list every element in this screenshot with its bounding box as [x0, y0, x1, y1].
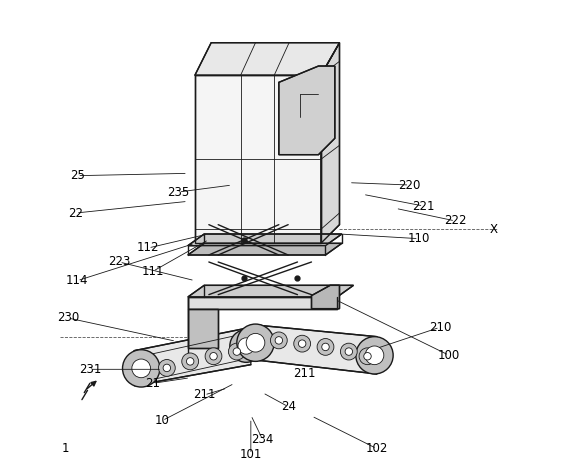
Circle shape [270, 332, 287, 349]
Text: 114: 114 [66, 274, 88, 287]
Circle shape [365, 346, 384, 365]
Text: 221: 221 [412, 199, 435, 212]
Text: 230: 230 [57, 312, 79, 324]
Text: 25: 25 [70, 169, 84, 182]
Polygon shape [195, 43, 340, 75]
Circle shape [205, 348, 222, 365]
Circle shape [187, 358, 194, 365]
Circle shape [237, 324, 274, 361]
Circle shape [182, 353, 198, 370]
Circle shape [246, 333, 265, 352]
Text: 21: 21 [145, 377, 160, 390]
Polygon shape [321, 43, 340, 243]
Text: 231: 231 [79, 363, 101, 376]
Circle shape [229, 343, 246, 360]
Text: 101: 101 [240, 448, 262, 461]
Text: 223: 223 [108, 256, 130, 269]
Polygon shape [195, 75, 321, 243]
Circle shape [298, 340, 306, 347]
Polygon shape [188, 285, 353, 297]
Text: 111: 111 [142, 265, 164, 278]
Text: 234: 234 [251, 433, 274, 446]
Circle shape [364, 352, 371, 360]
Polygon shape [188, 309, 218, 348]
Text: 110: 110 [408, 232, 430, 245]
Polygon shape [188, 297, 337, 309]
Circle shape [132, 359, 150, 378]
Text: 1: 1 [62, 442, 69, 455]
Circle shape [238, 338, 255, 354]
Circle shape [275, 336, 282, 344]
Circle shape [345, 348, 353, 355]
Text: X: X [489, 223, 497, 236]
Circle shape [210, 352, 217, 360]
Circle shape [359, 348, 376, 365]
Polygon shape [188, 243, 342, 255]
Circle shape [356, 336, 393, 374]
Circle shape [294, 335, 311, 352]
Polygon shape [311, 285, 340, 309]
Polygon shape [134, 327, 251, 386]
Text: 22: 22 [69, 206, 83, 219]
Text: 235: 235 [167, 185, 189, 198]
Text: 10: 10 [155, 414, 170, 427]
Circle shape [122, 350, 160, 387]
Circle shape [230, 329, 263, 362]
Polygon shape [279, 66, 335, 155]
Text: 112: 112 [137, 241, 159, 255]
Text: 102: 102 [366, 442, 388, 455]
Circle shape [233, 348, 240, 355]
Polygon shape [188, 234, 342, 246]
Text: 210: 210 [429, 321, 451, 334]
Circle shape [163, 364, 171, 372]
Circle shape [340, 343, 357, 360]
Circle shape [317, 338, 334, 355]
Polygon shape [256, 325, 377, 374]
Text: 211: 211 [193, 388, 215, 402]
Text: 100: 100 [438, 349, 460, 362]
Circle shape [321, 343, 329, 351]
Text: 211: 211 [293, 367, 316, 380]
Text: 24: 24 [281, 400, 295, 413]
Text: 222: 222 [444, 214, 467, 227]
Circle shape [158, 359, 175, 376]
Text: 220: 220 [398, 178, 421, 191]
